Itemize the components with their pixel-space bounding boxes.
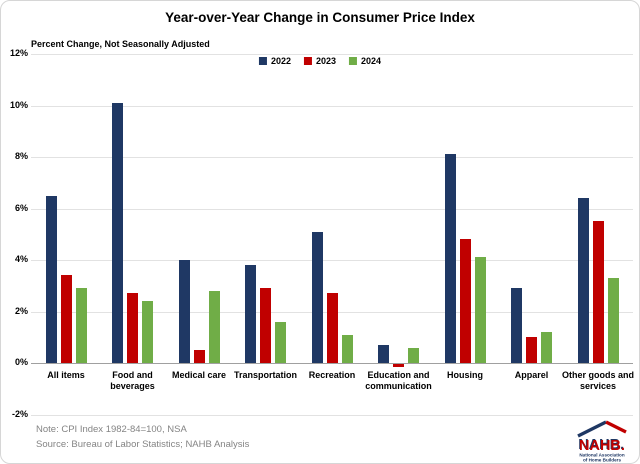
gridline — [31, 54, 633, 55]
bar-2023-recreation — [326, 293, 338, 363]
legend-item-2024: 2024 — [349, 56, 381, 66]
x-axis-label: Recreation — [308, 370, 356, 380]
y-axis-label: -2% — [11, 408, 28, 419]
legend-swatch-icon — [303, 57, 312, 65]
x-axis-label: Apparel — [514, 370, 549, 380]
bar-2022-apparel — [511, 288, 522, 363]
y-axis-label: 4% — [14, 254, 28, 264]
bar-2022-all-items — [45, 195, 57, 363]
gridline — [31, 260, 633, 261]
bar-2024-apparel — [541, 332, 552, 363]
bar-2023-apparel — [526, 337, 537, 363]
bar-2022-medical-care — [178, 260, 190, 363]
legend-label: 2022 — [270, 56, 291, 66]
bar-2022-transportation — [245, 265, 256, 363]
logo-subtext: of Home Builders — [583, 458, 621, 463]
bar-2023-all-items — [60, 275, 72, 363]
gridline — [31, 157, 633, 158]
bar-2023-medical-care — [193, 350, 205, 363]
bar-2024-housing — [474, 257, 486, 363]
x-axis-label: Other goods and services — [562, 370, 634, 391]
legend-item-2023: 2023 — [303, 56, 337, 66]
chart-legend: 2022 2023 2024 — [258, 56, 381, 66]
gridline — [31, 208, 633, 210]
bar-2024-transportation — [275, 321, 286, 363]
y-axis-label: 8% — [14, 151, 28, 161]
bar-2024-medical-care — [208, 290, 220, 363]
x-axis-label: Education and communication — [365, 370, 432, 391]
y-axis-label: 6% — [14, 202, 28, 213]
x-axis-label: Medical care — [171, 370, 227, 380]
bar-2022-other-goods-and-services — [577, 198, 589, 363]
legend-swatch-icon — [258, 57, 267, 65]
bar-2024-other-goods-and-services — [607, 278, 619, 363]
bar-2022-education-and-communication — [378, 344, 389, 363]
bar-2023-food-and-beverages — [127, 293, 138, 363]
bar-2024-food-and-beverages — [142, 301, 153, 363]
bar-2023-education-and-communication — [393, 364, 404, 367]
bar-2024-education-and-communication — [408, 347, 419, 363]
zero-axis-line — [31, 363, 633, 364]
x-axis-label: Food and beverages — [110, 370, 155, 391]
bar-2023-transportation — [260, 288, 271, 363]
legend-label: 2023 — [315, 56, 337, 66]
note-line: Note: CPI Index 1982-84=100, NSA — [36, 424, 187, 435]
bar-2024-recreation — [341, 334, 353, 363]
bar-2022-food-and-beverages — [112, 102, 123, 363]
logo-roof-left — [577, 420, 607, 438]
bar-2024-all-items — [75, 288, 87, 363]
y-axis-label: 10% — [9, 99, 28, 110]
chart-subtitle: Percent Change, Not Seasonally Adjusted — [31, 39, 210, 49]
x-axis-label: All items — [47, 370, 85, 380]
note-line: Source: Bureau of Labor Statistics; NAHB… — [36, 438, 250, 450]
x-axis-label: Transportation — [233, 370, 297, 380]
y-axis-label: 12% — [9, 48, 28, 58]
chart-title: Year-over-Year Change in Consumer Price … — [165, 10, 475, 25]
bar-2022-recreation — [311, 231, 323, 363]
gridline — [31, 414, 633, 416]
logo-wordmark: NAHB. — [579, 438, 625, 454]
bar-2022-housing — [444, 154, 456, 363]
y-axis-label: 2% — [14, 305, 28, 316]
logo-subtext: National Association — [579, 453, 624, 458]
bar-2023-housing — [459, 239, 471, 363]
logo-wordmark-shadow: NAHB. — [578, 437, 624, 453]
legend-label: 2024 — [361, 56, 382, 66]
legend-item-2022: 2022 — [258, 56, 291, 66]
logo-roof-right — [605, 420, 627, 434]
x-axis-label: Housing — [447, 370, 483, 380]
gridline — [31, 105, 633, 107]
legend-swatch-icon — [349, 57, 358, 65]
y-axis-label: 0% — [14, 357, 28, 367]
chart-notes: Note: CPI Index 1982-84=100, NSA Source:… — [36, 423, 249, 452]
nahb-logo: NAHB. NAHB. National Association of Home… — [577, 420, 627, 463]
bar-2023-other-goods-and-services — [592, 221, 604, 363]
